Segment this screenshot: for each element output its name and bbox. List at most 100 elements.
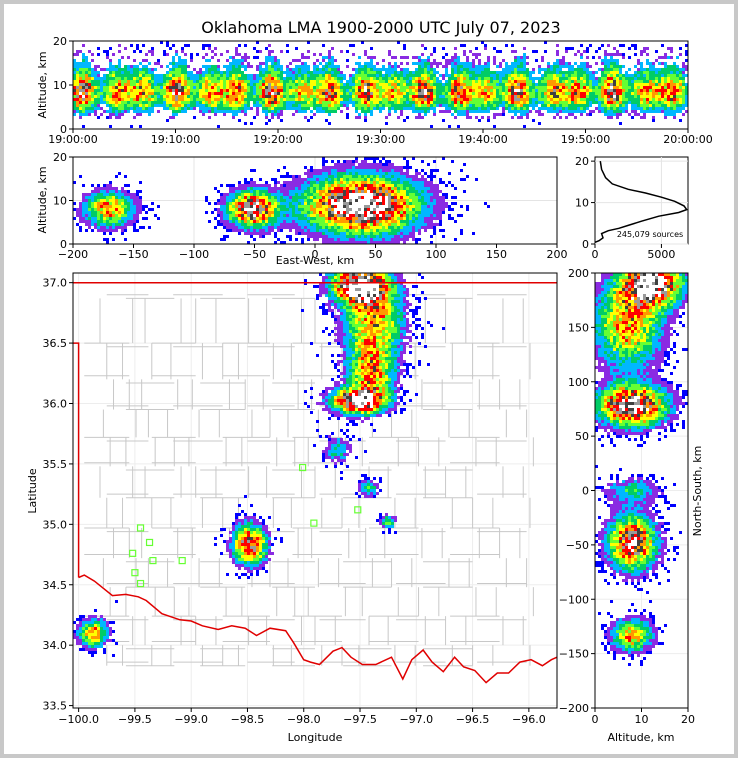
time-height-cell (154, 68, 157, 71)
time-height-cell (130, 77, 133, 80)
time-height-cell (631, 95, 634, 98)
time-height-cell (496, 98, 499, 101)
time-height-cell (685, 59, 688, 62)
time-height-cell (589, 77, 592, 80)
time-height-cell (382, 80, 385, 83)
time-height-cell (151, 47, 154, 50)
time-height-cell (103, 83, 106, 86)
time-height-cell (619, 83, 622, 86)
time-height-cell (307, 119, 310, 122)
ew-altitude-cell (115, 190, 118, 193)
time-height-cell (475, 68, 478, 71)
time-height-cell (280, 77, 283, 80)
time-height-cell (490, 95, 493, 98)
ew-altitude-cell (85, 214, 88, 217)
ew-altitude-cell (235, 190, 238, 193)
time-height-cell (433, 71, 436, 74)
ew-altitude-cell (319, 202, 322, 205)
time-height-cell (313, 86, 316, 89)
time-height-cell (421, 92, 424, 95)
ew-altitude-cell (352, 175, 355, 178)
ew-altitude-cell (352, 166, 355, 169)
time-height-cell (514, 50, 517, 53)
time-height-cell (625, 101, 628, 104)
ew-altitude-cell (352, 208, 355, 211)
time-height-cell (496, 107, 499, 110)
time-height-cell (679, 80, 682, 83)
time-height-cell (571, 86, 574, 89)
time-height-cell (589, 92, 592, 95)
time-height-cell (460, 62, 463, 65)
time-height-cell (517, 59, 520, 62)
ew-altitude-cell (355, 187, 358, 190)
time-height-cell (403, 98, 406, 101)
time-height-cell (256, 80, 259, 83)
time-height-cell (283, 107, 286, 110)
time-height-cell (388, 107, 391, 110)
time-height-cell (259, 92, 262, 95)
ew-altitude-cell (403, 211, 406, 214)
time-height-cell (91, 92, 94, 95)
time-height-cell (556, 53, 559, 56)
ew-altitude-cell (415, 190, 418, 193)
ew-altitude-cell (286, 175, 289, 178)
time-height-cell (577, 92, 580, 95)
time-height-cell (220, 92, 223, 95)
time-height-cell (424, 89, 427, 92)
ew-altitude-cell (226, 202, 229, 205)
ew-altitude-cell (403, 187, 406, 190)
time-height-cell (481, 92, 484, 95)
time-height-cell (586, 95, 589, 98)
time-height-cell (367, 65, 370, 68)
ew-altitude-cell (253, 169, 256, 172)
ew-altitude-cell (346, 166, 349, 169)
ew-altitude-cell (304, 193, 307, 196)
time-height-cell (244, 110, 247, 113)
time-height-cell (550, 110, 553, 113)
time-height-cell (493, 95, 496, 98)
time-height-cell (652, 80, 655, 83)
time-height-cell (235, 98, 238, 101)
time-height-cell (676, 68, 679, 71)
time-height-cell (295, 74, 298, 77)
time-height-cell (682, 74, 685, 77)
ew-altitude-cell (352, 196, 355, 199)
time-height-cell (340, 101, 343, 104)
time-height-cell (115, 104, 118, 107)
time-height-cell (265, 65, 268, 68)
ew-altitude-cell (349, 208, 352, 211)
time-height-cell (463, 110, 466, 113)
time-height-cell (328, 50, 331, 53)
time-height-cell (124, 65, 127, 68)
time-height-cell (532, 83, 535, 86)
time-height-cell (127, 77, 130, 80)
time-height-cell (208, 77, 211, 80)
time-height-cell (268, 68, 271, 71)
time-height-cell (607, 59, 610, 62)
time-height-cell (424, 95, 427, 98)
time-height-cell (451, 95, 454, 98)
time-height-cell (115, 65, 118, 68)
time-height-cell (217, 83, 220, 86)
time-height-cell (205, 86, 208, 89)
time-height-cell (334, 86, 337, 89)
time-height-cell (325, 56, 328, 59)
ew-altitude-cell (334, 166, 337, 169)
time-height-cell (241, 104, 244, 107)
ew-altitude-cell (409, 166, 412, 169)
time-height-cell (463, 113, 466, 116)
ew-altitude-cell (301, 199, 304, 202)
time-height-cell (277, 59, 280, 62)
ew-altitude-cell (367, 172, 370, 175)
ew-altitude-cell (379, 166, 382, 169)
time-height-cell (580, 56, 583, 59)
time-height-cell (400, 101, 403, 104)
time-height-cell (598, 89, 601, 92)
time-height-cell (481, 41, 484, 44)
ew-altitude-cell (337, 202, 340, 205)
time-height-cell (532, 119, 535, 122)
ew-altitude-cell (367, 184, 370, 187)
ew-altitude-cell (364, 187, 367, 190)
time-height-cell (604, 56, 607, 59)
ew-altitude-cell (130, 199, 133, 202)
